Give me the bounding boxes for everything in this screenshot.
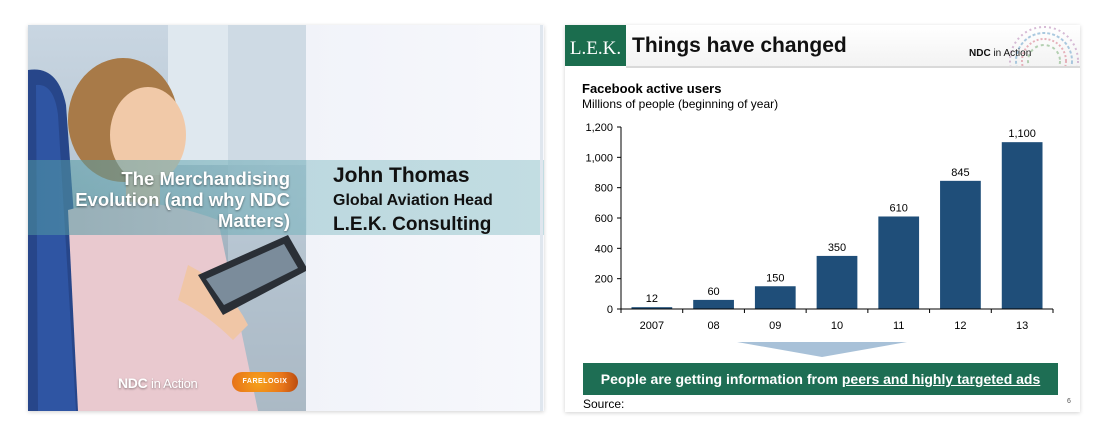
bar-value-label: 1,100: [1008, 128, 1036, 140]
x-tick-label: 2007: [640, 320, 664, 332]
presentation-title: The Merchandising Evolution (and why NDC…: [38, 168, 290, 231]
x-tick-label: 12: [954, 320, 966, 332]
bar: [878, 216, 920, 309]
callout-arrow: [737, 342, 907, 357]
bar-value-label: 350: [828, 242, 846, 254]
slide-photo: [28, 25, 306, 411]
farelogix-logo: FARELOGIX: [232, 372, 298, 392]
left-slide[interactable]: The Merchandising Evolution (and why NDC…: [28, 25, 544, 411]
callout-text: People are getting information from: [600, 371, 842, 387]
x-tick-label: 11: [893, 320, 904, 332]
slide-edge: [540, 25, 543, 411]
bar: [816, 255, 858, 309]
ndc-in-action-logo: NDC in Action: [118, 375, 198, 391]
y-tick-label: 800: [595, 183, 613, 195]
x-tick-label: 08: [707, 320, 719, 332]
callout-highlight: peers and highly targeted ads: [841, 371, 1041, 387]
bars: 12 60 150 350 610 845 1,100: [631, 128, 1043, 309]
y-tick-label: 0: [607, 304, 613, 316]
logo-ndc-text: NDC: [969, 48, 991, 59]
y-tick-label: 600: [595, 213, 613, 225]
source-label: Source:: [583, 397, 625, 411]
presenter-org: L.E.K. Consulting: [333, 214, 492, 235]
x-tick-label: 10: [831, 320, 843, 332]
lek-logo: L.E.K.: [565, 25, 626, 66]
bar-chart: 0 200 400 600 800 1,000 1,200 12 60 150 350 610 845…: [585, 122, 1054, 357]
bar-value-label: 610: [890, 202, 908, 214]
slide-header: [626, 25, 1080, 68]
chart-title: Facebook active users: [582, 81, 722, 96]
bar: [754, 286, 796, 309]
bar: [1001, 142, 1043, 309]
bar: [693, 299, 734, 309]
logo-in-action-text: in Action: [993, 48, 1032, 59]
logo-ndc-text: NDC: [118, 375, 148, 391]
y-tick-label: 1,200: [585, 122, 613, 134]
presenter-info: John Thomas Global Aviation Head L.E.K. …: [333, 163, 493, 237]
y-tick-label: 200: [595, 274, 613, 286]
title-line: Evolution (and why NDC: [75, 189, 290, 210]
title-band: [28, 160, 544, 235]
title-line: The Merchandising: [121, 168, 290, 189]
x-tick-label: 09: [769, 320, 781, 332]
title-line: Matters): [218, 210, 290, 231]
bar-value-label: 60: [707, 286, 719, 298]
ndc-in-action-logo: NDC in Action: [969, 48, 1031, 59]
x-tick-label: 13: [1016, 320, 1028, 332]
bar: [631, 307, 673, 309]
y-tick-label: 400: [595, 243, 613, 255]
logo-in-action-text: in Action: [151, 376, 198, 391]
slide-title: Things have changed: [632, 34, 847, 57]
page-number: 6: [1067, 398, 1071, 405]
bar-value-label: 12: [646, 293, 658, 305]
bar-value-label: 150: [766, 272, 784, 284]
callout-banner: People are getting information from peer…: [583, 363, 1058, 395]
x-axis: 2007 08 09 10 11 12 13: [620, 308, 1054, 332]
bar-value-label: 845: [951, 167, 969, 179]
chart-subtitle: Millions of people (beginning of year): [582, 97, 779, 111]
bar: [940, 180, 981, 309]
presenter-name: John Thomas: [333, 164, 470, 187]
y-axis: 0 200 400 600 800 1,000 1,200: [585, 122, 622, 316]
y-tick-label: 1,000: [585, 152, 613, 164]
right-slide[interactable]: L.E.K. Things have changed NDC in Action…: [565, 25, 1080, 412]
presenter-role: Global Aviation Head: [333, 192, 493, 209]
